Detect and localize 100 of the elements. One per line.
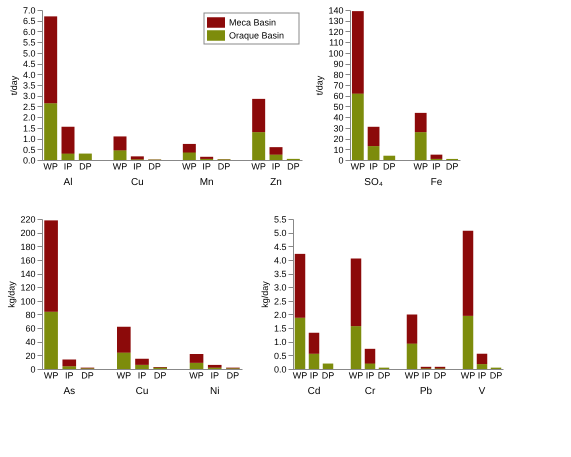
bar <box>294 318 306 369</box>
bar <box>350 258 362 326</box>
bar <box>114 150 126 160</box>
bar <box>406 314 418 344</box>
text: Pb <box>420 386 433 397</box>
x-tick-label: DP <box>383 162 396 172</box>
bar <box>135 358 149 365</box>
bar <box>190 362 204 369</box>
y-tick-label: 4.0 <box>274 255 286 266</box>
x-tick-label: DP <box>446 162 458 172</box>
x-tick-label: IP <box>422 370 430 380</box>
y-tick-label: 100 <box>20 296 36 306</box>
y-tick-label: 120 <box>20 282 36 293</box>
y-tick-label: 3.0 <box>274 282 286 293</box>
y-tick-label: 160 <box>20 255 36 266</box>
x-tick-label: DP <box>378 370 390 380</box>
x-tick-label: WP <box>251 162 266 172</box>
y-tick-label: 90 <box>333 59 344 70</box>
x-tick-label: WP <box>182 162 197 172</box>
x-tick-label: IP <box>310 370 318 380</box>
x-tick-label: IP <box>202 162 211 172</box>
y-tick-label: 5.5 <box>274 214 286 224</box>
y-tick-label: 140 <box>328 6 344 16</box>
bar <box>44 103 58 160</box>
x-tick-label: IP <box>366 370 374 380</box>
y-tick-label: 110 <box>329 38 344 48</box>
bar <box>62 126 74 154</box>
y-axis-title: t/day <box>314 75 324 96</box>
y-tick-label: 30 <box>333 123 344 134</box>
bar <box>308 354 320 369</box>
x-tick-label: DP <box>154 370 166 380</box>
bar <box>78 154 92 160</box>
y-tick-label: 2.0 <box>274 310 286 320</box>
legend-label: Oraque Basin <box>229 30 284 40</box>
y-tick-label: 3.0 <box>22 91 36 102</box>
y-tick-label: 0.5 <box>274 350 286 361</box>
y-tick-label: 1.0 <box>274 337 286 348</box>
x-tick-label: WP <box>404 370 420 380</box>
text: Cd <box>308 386 320 397</box>
legend-label: Meca Basin <box>229 18 276 28</box>
text: Fe <box>430 177 443 188</box>
bar <box>308 332 320 354</box>
x-tick-label: IP <box>133 162 142 172</box>
bar <box>208 364 222 368</box>
bar <box>294 254 306 318</box>
y-tick-label: 70 <box>333 80 344 90</box>
x-tick-label: WP <box>189 370 204 380</box>
y-tick-label: 40 <box>25 337 36 348</box>
bar <box>406 344 418 369</box>
text: Cu <box>136 386 148 397</box>
x-tick-label: WP <box>43 162 58 172</box>
x-tick-label: DP <box>434 370 446 380</box>
y-tick-label: 4.5 <box>274 242 286 252</box>
bar <box>476 364 488 369</box>
bar <box>270 147 282 155</box>
y-tick-label: 2.0 <box>22 112 36 123</box>
y-tick-label: 20 <box>333 134 344 144</box>
bar <box>62 359 76 366</box>
x-tick-label: DP <box>79 162 92 172</box>
text: Al <box>64 177 72 188</box>
bar <box>414 112 427 132</box>
y-tick-label: 0.0 <box>22 156 36 166</box>
x-tick-label: WP <box>292 370 308 380</box>
bar <box>430 154 442 159</box>
bar <box>476 354 488 364</box>
x-tick-label: WP <box>413 162 428 172</box>
x-tick-label: WP <box>112 162 128 172</box>
text: SO₄ <box>364 177 383 188</box>
y-tick-label: 7.0 <box>22 6 36 16</box>
bar <box>252 98 266 132</box>
y-tick-label: 60 <box>25 324 36 334</box>
y-tick-label: 2.5 <box>274 296 286 306</box>
x-tick-label: WP <box>348 370 364 380</box>
x-tick-label: IP <box>432 162 441 172</box>
bar <box>252 132 266 160</box>
bar <box>62 366 76 369</box>
x-tick-label: WP <box>460 370 476 380</box>
x-tick-label: IP <box>65 370 74 380</box>
y-tick-label: 100 <box>328 48 344 58</box>
y-tick-label: 5.0 <box>274 228 286 238</box>
bar <box>135 364 149 369</box>
bar <box>44 220 58 312</box>
text: V <box>478 386 486 397</box>
x-tick-label: DP <box>81 370 94 380</box>
x-tick-label: IP <box>138 370 146 380</box>
y-tick-label: 0.0 <box>274 364 286 374</box>
bar <box>352 11 364 94</box>
bar <box>462 316 474 369</box>
y-tick-label: 0.5 <box>22 144 36 155</box>
x-tick-label: WP <box>116 370 132 380</box>
y-tick-label: 20 <box>25 350 36 361</box>
y-tick-label: 0 <box>338 156 344 166</box>
y-axis-title: kg/day <box>260 280 270 308</box>
y-tick-label: 120 <box>328 26 344 37</box>
y-tick-label: 1.5 <box>22 123 36 134</box>
x-tick-label: IP <box>210 370 219 380</box>
bar <box>44 312 58 369</box>
bar <box>130 156 144 160</box>
bar <box>352 94 364 160</box>
bar <box>270 154 282 160</box>
